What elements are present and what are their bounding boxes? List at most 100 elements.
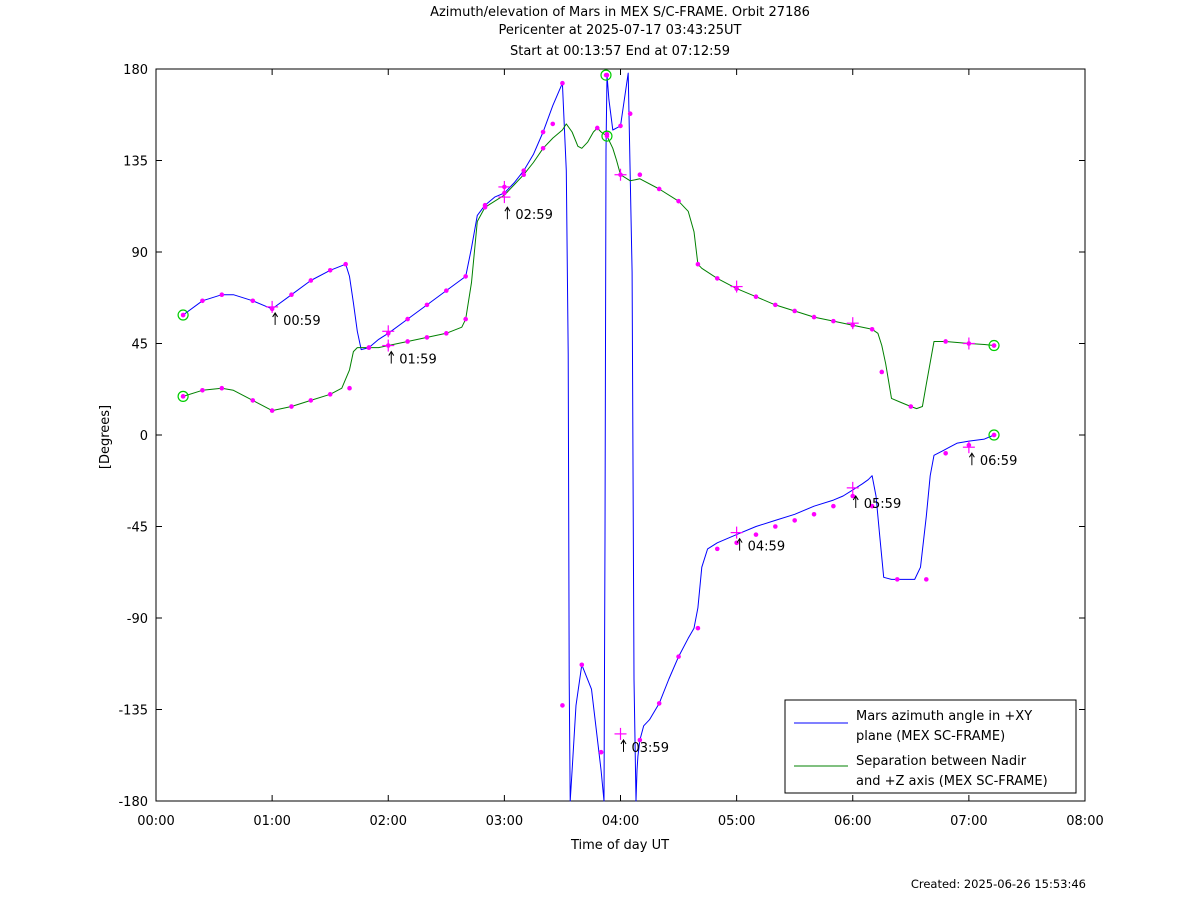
- data-marker-separation: [831, 318, 836, 324]
- data-marker-azimuth: [540, 129, 546, 135]
- data-marker-azimuth: [695, 625, 701, 631]
- data-marker-azimuth: [598, 749, 604, 755]
- legend-label-azimuth-1: Mars azimuth angle in +XY: [856, 709, 1032, 724]
- endpoint-circle: [988, 429, 1000, 441]
- x-tick-label: 01:00: [253, 814, 290, 829]
- data-marker-separation: [308, 398, 314, 403]
- chart-subtitle-time-range: Start at 00:13:57 End at 07:12:59: [509, 44, 731, 59]
- data-marker-separation: [908, 404, 914, 409]
- endpoint-circle: [988, 339, 1000, 352]
- data-marker-separation: [250, 398, 256, 403]
- x-axis-label: Time of day UT: [570, 838, 669, 853]
- time-annotation: 06:59: [980, 454, 1017, 469]
- data-marker-separation: [869, 326, 875, 332]
- data-marker-azimuth: [923, 577, 929, 582]
- data-marker-separation: [366, 345, 372, 350]
- data-marker-separation: [792, 308, 797, 314]
- data-marker-separation: [676, 198, 681, 204]
- time-annotation: 05:59: [864, 497, 901, 512]
- time-annotation: 01:59: [399, 353, 436, 368]
- data-marker-azimuth: [444, 288, 449, 293]
- y-tick-label: -45: [127, 521, 148, 536]
- data-marker-separation: [695, 261, 701, 267]
- data-marker-azimuth: [521, 168, 527, 173]
- legend-label-separation-2: and +Z axis (MEX SC-FRAME): [856, 774, 1048, 789]
- endpoint-dot: [603, 72, 609, 78]
- time-annotation: 04:59: [748, 540, 785, 555]
- data-marker-separation: [347, 385, 352, 391]
- data-marker-separation: [811, 314, 817, 320]
- data-marker-azimuth: [792, 518, 797, 523]
- annotation-arrowhead: [620, 738, 627, 745]
- data-marker-azimuth: [308, 278, 314, 283]
- time-annotation: 03:59: [632, 741, 669, 756]
- data-marker-azimuth: [869, 503, 875, 509]
- y-tick-label: 90: [131, 246, 148, 261]
- data-marker-separation: [594, 125, 600, 131]
- data-marker-separation: [463, 316, 468, 322]
- series-line-azimuth: [182, 72, 995, 802]
- legend-label-azimuth-2: plane (MEX SC-FRAME): [856, 729, 1005, 744]
- data-marker-separation: [540, 146, 546, 151]
- data-marker-separation: [714, 276, 720, 281]
- annotation-arrowhead: [736, 537, 743, 543]
- data-marker-azimuth: [327, 268, 333, 273]
- y-axis-label: [Degrees]: [98, 405, 113, 469]
- endpoint-dot: [180, 394, 186, 399]
- endpoint-dot: [991, 343, 997, 348]
- x-tick-label: 08:00: [1066, 814, 1103, 829]
- legend-box: [784, 699, 1077, 794]
- annotation-arrowhead: [852, 494, 859, 501]
- series-group: [182, 72, 995, 802]
- data-marker-separation: [269, 408, 275, 413]
- annotations-group: 00:59 01:59 02:59 03:59 04:59 05:59 06:59: [272, 206, 1017, 756]
- chart-title: Azimuth/elevation of Mars in MEX S/C-FRA…: [430, 5, 810, 20]
- data-marker-separation: [219, 385, 225, 391]
- data-marker-separation: [753, 294, 759, 300]
- data-marker-separation: [943, 339, 948, 344]
- time-annotation: 00:59: [283, 314, 320, 329]
- data-marker-separation: [521, 172, 527, 178]
- data-marker-azimuth: [219, 292, 225, 298]
- x-tick-label: 04:00: [602, 814, 639, 829]
- endpoint-dot: [604, 133, 610, 139]
- data-marker-separation: [405, 339, 410, 344]
- x-tick-label: 02:00: [370, 814, 407, 829]
- data-marker-separation: [879, 369, 885, 375]
- data-marker-azimuth: [289, 292, 294, 298]
- legend: Mars azimuth angle in +XY plane (MEX SC-…: [784, 699, 1077, 794]
- data-marker-azimuth: [560, 703, 565, 708]
- data-marker-azimuth: [753, 532, 759, 537]
- legend-label-separation-1: Separation between Nadir: [856, 754, 1027, 769]
- created-timestamp: Created: 2025-06-26 15:53:46: [910, 877, 1086, 891]
- data-marker-azimuth: [656, 701, 662, 706]
- time-annotation: 02:59: [515, 208, 552, 223]
- markers-group: [177, 69, 1000, 755]
- chart-subtitle-pericenter: Pericenter at 2025-07-17 03:43:25UT: [498, 23, 742, 38]
- y-tick-label: 180: [123, 63, 148, 78]
- data-marker-azimuth: [405, 316, 410, 322]
- annotation-arrowhead: [388, 350, 395, 356]
- endpoint-circle: [177, 309, 189, 321]
- y-tick-label: -135: [118, 704, 148, 719]
- endpoint-circle: [177, 390, 189, 402]
- data-marker-azimuth: [463, 274, 468, 279]
- series-line-separation: [182, 123, 995, 412]
- y-tick-label: -180: [118, 795, 148, 810]
- data-marker-azimuth: [579, 662, 585, 668]
- data-marker-azimuth: [200, 298, 205, 304]
- data-marker-separation: [327, 392, 333, 397]
- data-marker-azimuth: [850, 493, 856, 499]
- data-marker-separation: [200, 387, 205, 393]
- data-marker-azimuth: [637, 737, 643, 743]
- data-marker-azimuth: [560, 80, 565, 86]
- annotation-arrowhead: [272, 311, 279, 318]
- x-tick-label: 06:00: [834, 814, 871, 829]
- data-marker-azimuth: [811, 512, 817, 517]
- data-marker-separation: [773, 302, 778, 308]
- y-tick-label: -90: [127, 612, 148, 627]
- data-marker-azimuth: [714, 546, 720, 552]
- x-tick-label: 00:00: [137, 814, 174, 829]
- x-tick-label: 07:00: [950, 814, 987, 829]
